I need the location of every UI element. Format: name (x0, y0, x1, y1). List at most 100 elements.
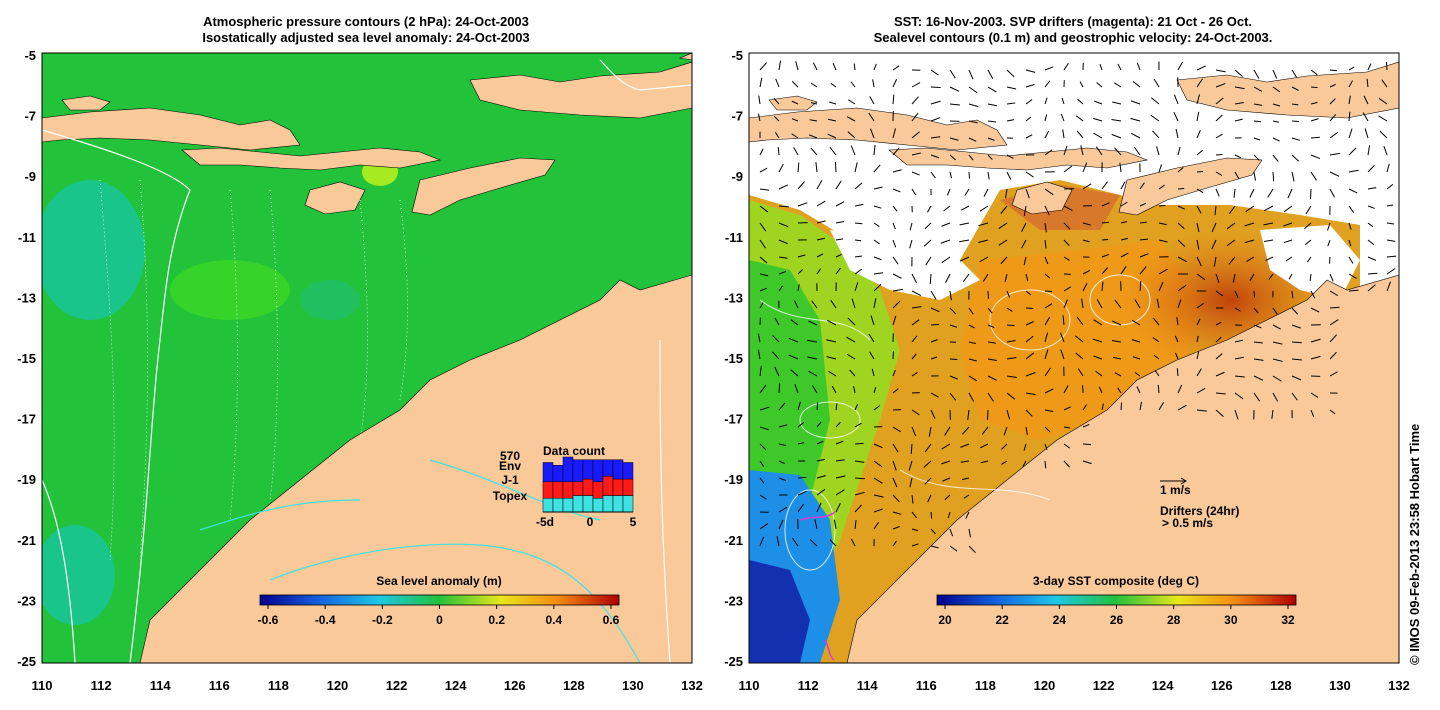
velocity-vector (1272, 154, 1279, 162)
velocity-vector (835, 475, 846, 479)
velocity-vector (1130, 100, 1141, 105)
velocity-vector (1329, 306, 1340, 309)
sst-colorbar-tick-label: 24 (1053, 613, 1067, 627)
left-lat-tick: -23 (17, 593, 36, 608)
velocity-vector (1383, 145, 1388, 156)
dc-bar-topex (562, 498, 574, 513)
velocity-vector (1386, 268, 1396, 275)
velocity-vector (1077, 98, 1084, 105)
dc-bar-topex (592, 498, 604, 513)
velocity-vector (1044, 460, 1047, 469)
velocity-vector (1215, 409, 1224, 418)
velocity-vector (1291, 358, 1302, 361)
velocity-vector (1006, 339, 1016, 343)
velocity-vector (1196, 205, 1202, 214)
velocity-vector (1268, 273, 1274, 280)
velocity-vector (873, 387, 877, 394)
velocity-vector (835, 489, 845, 496)
velocity-vector (868, 333, 875, 343)
velocity-vector (759, 167, 768, 173)
velocity-vector (772, 335, 780, 343)
right-lon-tick: 122 (1093, 678, 1115, 693)
left-lat-tick: -21 (17, 533, 36, 548)
velocity-vector (949, 154, 957, 161)
velocity-vector (1092, 338, 1103, 343)
velocity-vector (854, 504, 862, 513)
velocity-vector (832, 62, 837, 71)
velocity-vector (1006, 392, 1016, 400)
velocity-vector (1348, 111, 1351, 122)
velocity-vector (1291, 69, 1297, 78)
velocity-vector (1120, 266, 1127, 275)
left-lon-tick: 130 (622, 678, 644, 693)
velocity-vector (797, 202, 808, 207)
velocity-vector (1215, 353, 1223, 360)
left-lon-tick: 118 (268, 678, 289, 693)
velocity-vector (774, 366, 780, 377)
velocity-vector (960, 460, 970, 463)
velocity-vector (1283, 239, 1293, 244)
velocity-vector (978, 239, 989, 243)
velocity-vector (1310, 171, 1317, 181)
velocity-vector (911, 273, 917, 284)
velocity-vector (1253, 171, 1256, 181)
velocity-vector (998, 239, 1008, 246)
anomaly-patch (170, 260, 290, 320)
dc-bar-topex (612, 495, 624, 513)
velocity-vector (816, 475, 826, 479)
drifter-track (824, 639, 835, 661)
velocity-vector (778, 383, 781, 394)
left-lat-tick: -25 (17, 654, 36, 669)
velocity-vector (1196, 188, 1204, 194)
velocity-vector (1044, 256, 1049, 265)
velocity-vector (1063, 406, 1071, 411)
velocity-vector (758, 95, 761, 105)
velocity-vector (1112, 101, 1122, 105)
velocity-vector (1006, 86, 1017, 90)
velocity-vector (1288, 273, 1293, 280)
dc-bar-env (562, 456, 574, 482)
dc-bar-topex (602, 495, 614, 513)
velocity-vector (892, 239, 897, 248)
velocity-vector (892, 351, 895, 360)
velocity-vector (962, 273, 970, 282)
velocity-vector (846, 116, 856, 122)
velocity-vector (1215, 392, 1226, 395)
velocity-vector (1196, 368, 1202, 377)
velocity-vector (777, 147, 780, 156)
velocity-vector (1283, 222, 1293, 227)
velocity-vector (1285, 256, 1293, 262)
velocity-vector (1139, 401, 1143, 411)
left-lon-tick: 114 (150, 678, 172, 693)
velocity-vector (1304, 222, 1312, 229)
velocity-vector (849, 369, 856, 377)
australia (846, 274, 1399, 663)
velocity-vector (1367, 165, 1375, 173)
velocity-vector (1253, 86, 1263, 92)
velocity-vector (873, 508, 883, 513)
velocity-vector (987, 103, 998, 107)
velocity-vector (873, 222, 880, 228)
right-lat-tick: -15 (724, 351, 743, 366)
velocity-vector (1082, 162, 1088, 173)
velocity-vector (1211, 239, 1217, 250)
velocity-vector (1044, 66, 1054, 71)
velocity-vector (797, 254, 806, 258)
velocity-vector (1000, 205, 1008, 214)
right-lat-tick: -13 (724, 290, 743, 305)
velocity-vector (1177, 256, 1187, 263)
dc-bar-topex (572, 495, 584, 513)
velocity-vector (1061, 97, 1065, 105)
velocity-vector (853, 63, 856, 71)
velocity-vector (850, 538, 856, 547)
velocity-vector (968, 375, 978, 382)
velocity-vector (1044, 273, 1051, 279)
velocity-vector (1291, 154, 1300, 162)
velocity-vector (850, 145, 856, 156)
velocity-vector (854, 162, 858, 173)
velocity-vector (892, 443, 899, 453)
velocity-vector (1329, 273, 1334, 282)
velocity-vector (1158, 281, 1164, 292)
left-lat-tick: -11 (18, 230, 36, 245)
velocity-vector (1025, 335, 1034, 343)
